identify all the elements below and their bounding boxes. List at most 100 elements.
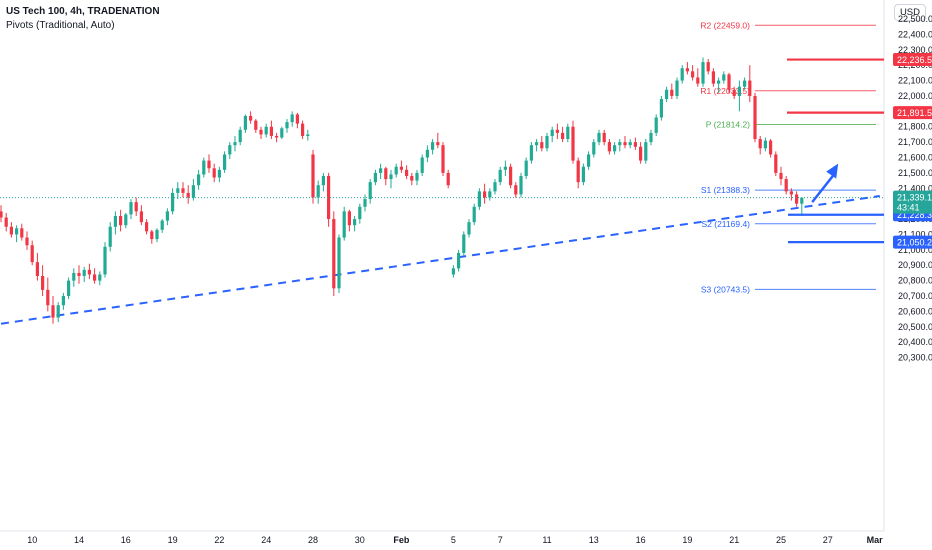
candle bbox=[20, 223, 24, 241]
candle bbox=[446, 169, 450, 189]
candle bbox=[373, 169, 377, 186]
price-tick-label: 22,000.0 bbox=[898, 91, 932, 101]
price-tick-label: 20,500.0 bbox=[898, 322, 932, 332]
candle bbox=[337, 234, 341, 293]
candle bbox=[597, 129, 601, 146]
chart-grid bbox=[0, 0, 885, 532]
candle bbox=[576, 157, 580, 189]
candle bbox=[82, 266, 86, 283]
level-badge-label: 21,050.2 bbox=[897, 238, 932, 248]
candle bbox=[207, 154, 211, 173]
candle bbox=[332, 211, 336, 297]
candle bbox=[124, 212, 128, 229]
price-tick-label: 20,400.0 bbox=[898, 337, 932, 347]
candle bbox=[748, 65, 752, 103]
price-tick-label: 20,900.0 bbox=[898, 260, 932, 270]
price-tick-label: 21,100.0 bbox=[898, 229, 932, 239]
candle bbox=[529, 142, 533, 164]
countdown-label: 43:41 bbox=[897, 203, 920, 213]
candle bbox=[509, 163, 513, 189]
candle bbox=[514, 182, 518, 198]
candle bbox=[550, 126, 554, 143]
price-tick-label: 22,300.0 bbox=[898, 45, 932, 55]
trendline bbox=[0, 194, 880, 325]
price-axis: 22,500.022,400.022,300.022,200.022,100.0… bbox=[893, 14, 932, 363]
candle bbox=[61, 292, 65, 310]
candle bbox=[618, 139, 622, 152]
candle bbox=[103, 242, 107, 278]
candle bbox=[628, 139, 632, 149]
time-tick-label: Mar bbox=[867, 535, 884, 545]
candle bbox=[659, 95, 663, 121]
candle bbox=[503, 160, 507, 176]
time-tick-label: 10 bbox=[27, 535, 37, 545]
candle bbox=[779, 166, 783, 186]
candle bbox=[275, 132, 279, 143]
candle bbox=[394, 163, 398, 178]
candle bbox=[753, 92, 757, 143]
pivot-label: S3 (20743.5) bbox=[701, 284, 750, 294]
candle bbox=[150, 229, 154, 244]
candle bbox=[743, 77, 747, 90]
currency-button[interactable]: USD bbox=[893, 4, 926, 21]
candle bbox=[254, 119, 258, 133]
candle bbox=[389, 169, 393, 189]
time-tick-label: 24 bbox=[261, 535, 271, 545]
candle bbox=[581, 163, 585, 186]
candle bbox=[233, 135, 237, 152]
candle bbox=[72, 268, 76, 287]
time-tick-label: 21 bbox=[729, 535, 739, 545]
candle bbox=[363, 194, 367, 212]
candle bbox=[249, 111, 253, 124]
candle bbox=[347, 209, 351, 232]
candle bbox=[457, 249, 461, 272]
candle bbox=[119, 209, 123, 232]
candle bbox=[555, 123, 559, 140]
time-tick-label: 27 bbox=[823, 535, 833, 545]
last-price-label: 21,339.1 bbox=[897, 193, 932, 203]
candle bbox=[217, 166, 221, 183]
time-tick-label: 22 bbox=[214, 535, 224, 545]
price-tick-label: 20,600.0 bbox=[898, 306, 932, 316]
candle bbox=[93, 268, 97, 284]
time-tick-label: 14 bbox=[74, 535, 84, 545]
candle bbox=[717, 77, 721, 93]
price-tick-label: 22,400.0 bbox=[898, 29, 932, 39]
candle bbox=[384, 166, 388, 186]
time-tick-label: 16 bbox=[121, 535, 131, 545]
candle bbox=[420, 154, 424, 176]
price-tick-label: 22,100.0 bbox=[898, 76, 932, 86]
candle bbox=[415, 169, 419, 186]
candle bbox=[623, 135, 627, 149]
candle bbox=[290, 111, 294, 127]
candle bbox=[4, 212, 8, 232]
candle bbox=[789, 188, 793, 201]
candle bbox=[795, 191, 799, 207]
candle bbox=[134, 197, 138, 216]
candle bbox=[727, 72, 731, 93]
candle bbox=[285, 119, 289, 133]
candle bbox=[202, 157, 206, 178]
pivot-label: S1 (21388.3) bbox=[701, 185, 750, 195]
last-price-badge bbox=[893, 190, 932, 214]
time-tick-label: 30 bbox=[355, 535, 365, 545]
candle bbox=[321, 172, 325, 192]
candle bbox=[358, 203, 362, 224]
level-lines bbox=[0, 58, 884, 244]
candle bbox=[587, 151, 591, 170]
candle bbox=[171, 188, 175, 215]
level-badge-label: 21,891.5 bbox=[897, 108, 932, 118]
candle bbox=[259, 126, 263, 140]
candle bbox=[191, 179, 195, 201]
candle bbox=[67, 277, 71, 300]
time-tick-label: 5 bbox=[451, 535, 456, 545]
forecast-arrow-layer bbox=[811, 163, 839, 203]
candle bbox=[602, 129, 606, 146]
candle bbox=[342, 206, 346, 241]
candle bbox=[441, 142, 445, 176]
candle bbox=[451, 265, 455, 278]
time-tick-label: 11 bbox=[542, 535, 551, 545]
candle bbox=[706, 59, 710, 75]
candle bbox=[493, 179, 497, 195]
